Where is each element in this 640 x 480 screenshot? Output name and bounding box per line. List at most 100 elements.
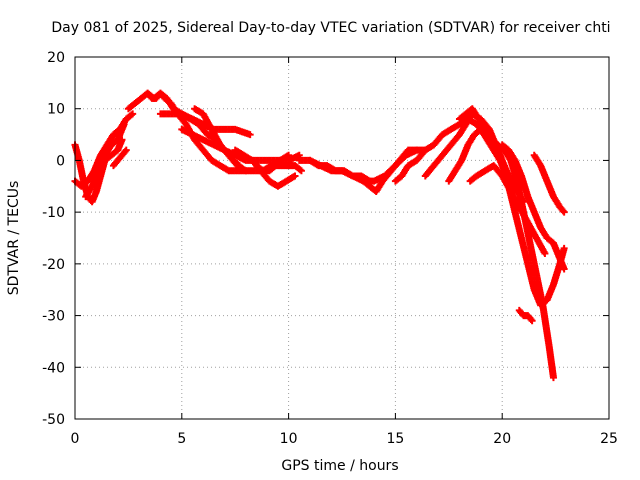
- data-point: [530, 286, 538, 294]
- data-point: [466, 177, 474, 185]
- x-axis: 0 5 10 15 20 25: [71, 57, 618, 447]
- data-point: [455, 115, 463, 123]
- data-point: [515, 306, 523, 314]
- data-point: [221, 125, 229, 133]
- data-point: [490, 162, 498, 170]
- data-point: [517, 234, 525, 242]
- data-point-interp: [296, 166, 304, 174]
- x-tick-label: 10: [280, 431, 298, 447]
- data-point: [188, 131, 196, 139]
- x-tick-label: 25: [600, 431, 618, 447]
- data-point: [120, 120, 128, 128]
- data-point: [109, 131, 117, 139]
- plot-frame: [74, 56, 610, 420]
- data-point: [537, 224, 545, 232]
- data-point: [396, 156, 404, 164]
- data-point: [203, 131, 211, 139]
- series-track-x: [530, 151, 568, 216]
- data-point: [216, 141, 224, 149]
- data-point: [481, 167, 489, 175]
- data-point: [473, 172, 481, 180]
- data-point: [438, 131, 446, 139]
- data-point: [231, 146, 239, 154]
- data-point: [468, 105, 476, 113]
- data-point: [430, 141, 438, 149]
- data-point: [470, 131, 478, 139]
- data-point: [549, 239, 557, 247]
- data-point: [498, 141, 506, 149]
- data-point: [231, 125, 239, 133]
- series-track-n: [359, 146, 429, 195]
- data-point: [391, 177, 399, 185]
- y-tick-label: 20: [47, 50, 65, 66]
- data-point: [481, 125, 489, 133]
- y-tick-label: -40: [42, 360, 65, 376]
- data-point: [462, 110, 470, 118]
- data-point: [505, 182, 513, 190]
- data-point: [225, 151, 233, 159]
- data-point-interp: [127, 111, 135, 119]
- data-point: [118, 151, 126, 159]
- data-point: [167, 110, 175, 118]
- y-tick-label: 10: [47, 102, 65, 118]
- data-point: [323, 162, 331, 170]
- data-point: [278, 162, 286, 170]
- data-series: [71, 89, 568, 382]
- y-axis: -50 -40 -30 -20 -10 0 10 20: [42, 50, 609, 428]
- series-track-m: [306, 156, 374, 185]
- y-tick-label: -50: [42, 412, 65, 428]
- data-point: [94, 167, 102, 175]
- data-point: [517, 172, 525, 180]
- data-point: [543, 177, 551, 185]
- data-point: [182, 120, 190, 128]
- plot-border: [74, 56, 610, 420]
- data-point: [359, 177, 367, 185]
- data-point: [88, 182, 96, 190]
- data-point: [282, 177, 290, 185]
- data-point: [291, 162, 299, 170]
- data-point: [156, 110, 164, 118]
- data-point: [421, 146, 429, 154]
- data-point-interp: [559, 207, 567, 215]
- data-point: [114, 146, 122, 154]
- data-point: [447, 125, 455, 133]
- data-point: [167, 100, 175, 108]
- data-point: [242, 167, 250, 175]
- data-point: [144, 89, 152, 97]
- data-point: [549, 193, 557, 201]
- data-point: [372, 187, 380, 195]
- data-point: [357, 172, 365, 180]
- data-point: [137, 94, 145, 102]
- data-point: [430, 162, 438, 170]
- data-point: [387, 167, 395, 175]
- data-point: [447, 141, 455, 149]
- data-point: [80, 177, 88, 185]
- data-point: [191, 105, 199, 113]
- data-point: [208, 125, 216, 133]
- data-point: [178, 110, 186, 118]
- data-point: [199, 136, 207, 144]
- data-point: [549, 374, 557, 382]
- data-point: [233, 162, 241, 170]
- data-point-interp: [121, 147, 129, 155]
- data-point: [537, 162, 545, 170]
- data-point: [285, 151, 293, 159]
- data-point: [413, 146, 421, 154]
- data-point: [285, 162, 293, 170]
- data-point: [199, 120, 207, 128]
- data-point: [530, 208, 538, 216]
- data-point: [297, 167, 305, 175]
- x-tick-label: 15: [386, 431, 404, 447]
- data-point: [421, 172, 429, 180]
- data-point: [464, 141, 472, 149]
- data-point: [524, 260, 532, 268]
- data-point: [413, 156, 421, 164]
- data-point: [488, 136, 496, 144]
- data-point: [107, 141, 115, 149]
- data-point: [225, 167, 233, 175]
- data-point: [210, 141, 218, 149]
- data-point: [208, 156, 216, 164]
- data-point: [462, 120, 470, 128]
- chart-title: Day 081 of 2025, Sidereal Day-to-day VTE…: [51, 20, 610, 36]
- y-axis-title: SDTVAR / TECUs: [6, 181, 22, 296]
